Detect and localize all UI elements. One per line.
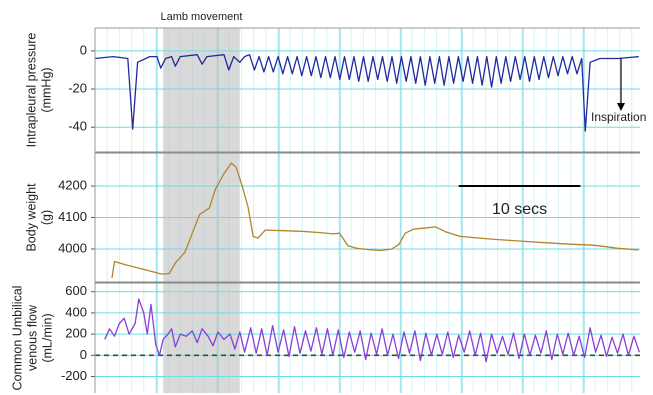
data-line [94,54,639,132]
y-axis-label-line: (g) [39,210,53,225]
annotation-arrowhead [617,103,625,111]
y-tick-label: 0 [80,347,87,362]
y-axis-label-line: venous flow [25,304,39,371]
y-tick-label: 400 [65,304,87,319]
annotation: Inspiration [591,110,646,124]
y-tick-label: -200 [61,368,87,383]
y-tick-label: 0 [80,42,87,57]
y-tick-label: 600 [65,283,87,298]
y-axis-label-line: (mL/min) [40,313,54,362]
y-axis-label-line: Body weight [24,183,38,252]
y-axis-label-line: Intrapleural pressure [24,33,38,148]
y-tick-label: 4000 [58,240,87,255]
data-line [111,162,639,278]
shaded-region-label: Lamb movement [160,11,242,23]
y-axis-label-line: Common Umbilical [10,286,24,391]
data-line [104,298,641,363]
y-tick-label: -40 [68,119,87,134]
y-axis-label-line: (mmHg) [39,67,53,112]
y-tick-label: 4100 [58,209,87,224]
shaded-region [163,28,240,393]
y-tick-label: 200 [65,326,87,341]
y-tick-label: -20 [68,80,87,95]
y-axis-label: Intrapleural pressure (mmHg) [24,33,53,148]
y-axis-label: Common Umbilical venous flow (mL/min) [10,286,54,391]
y-tick-label: 4200 [58,177,87,192]
scale-bar-label: 10 secs [492,201,547,218]
y-axis-label: Body weight (g) [24,183,53,252]
